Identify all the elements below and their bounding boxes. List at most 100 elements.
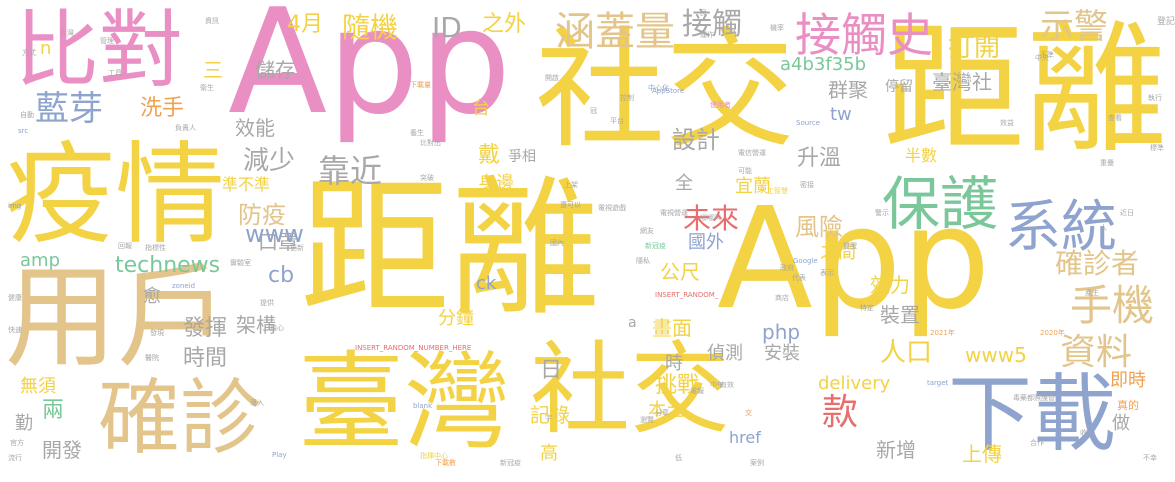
cloud-word: 登記	[1157, 17, 1175, 27]
cloud-word: 國內	[550, 239, 564, 247]
cloud-word: 下載數	[435, 459, 456, 467]
cloud-word: 官方	[10, 439, 24, 447]
cloud-word: 款	[822, 392, 859, 433]
cloud-word: 爭相	[508, 149, 536, 165]
cloud-word: 全	[675, 173, 693, 194]
cloud-word: 高	[540, 443, 558, 464]
cloud-word: 日	[540, 358, 563, 383]
cloud-word: 偵測	[707, 343, 743, 364]
cloud-word: App	[228, 0, 512, 147]
cloud-word: a	[628, 315, 637, 331]
cloud-word: 2021年	[930, 329, 955, 337]
cloud-word: 網友	[640, 227, 654, 235]
cloud-word: Source	[796, 119, 821, 127]
cloud-word: cb	[268, 263, 295, 288]
cloud-word: 運作	[700, 31, 714, 39]
cloud-word: ID	[432, 11, 462, 44]
cloud-word: 靠近	[318, 152, 383, 190]
cloud-word: 安裝	[764, 343, 800, 364]
cloud-word: 確診者	[1055, 247, 1140, 280]
cloud-word: www	[245, 220, 304, 248]
cloud-word: technews	[115, 253, 221, 278]
cloud-word: 群聚	[828, 78, 868, 102]
cloud-word: 特定	[860, 304, 874, 312]
cloud-word: 國外	[688, 232, 724, 253]
cloud-word: 產生	[1085, 289, 1099, 297]
cloud-word: 疫情	[5, 131, 225, 259]
cloud-word: 導入	[250, 399, 264, 407]
cloud-word: 無須	[20, 376, 56, 397]
cloud-word: 更新	[290, 244, 304, 252]
cloud-word: 健康	[8, 294, 22, 302]
cloud-word: 三	[203, 58, 223, 82]
cloud-word: 可能	[738, 167, 752, 175]
cloud-word: 時間	[183, 346, 228, 371]
cloud-word: 密接	[800, 181, 814, 189]
cloud-word: 實驗室	[230, 259, 251, 267]
cloud-word: 有效	[720, 381, 734, 389]
cloud-word: 4月	[287, 12, 323, 37]
cloud-word: 記錄	[530, 403, 570, 427]
cloud-word: 涵蓋量	[555, 9, 675, 55]
cloud-word: 隱私	[636, 257, 650, 265]
cloud-word: 2020年	[1040, 329, 1065, 337]
cloud-word: 系統	[1005, 195, 1117, 260]
cloud-word: 中央	[1035, 54, 1049, 62]
cloud-word: 還可以	[560, 201, 581, 209]
cloud-word: 醫院	[145, 354, 159, 362]
cloud-word: 用戶	[5, 253, 229, 383]
cloud-word: 衛生	[200, 84, 214, 92]
cloud-word: 升溫	[797, 146, 842, 171]
cloud-word: n	[40, 38, 52, 59]
cloud-word: 養生	[410, 129, 424, 137]
cloud-word: 之外	[482, 12, 527, 37]
cloud-word: 隨機	[342, 11, 399, 44]
cloud-word: 收入	[1080, 429, 1094, 437]
cloud-word: zoneid	[172, 282, 196, 290]
cloud-word: 口罩	[258, 230, 298, 254]
cloud-word: 勤	[15, 413, 33, 434]
cloud-word: 工具	[108, 69, 122, 77]
cloud-word: 表示	[820, 269, 834, 277]
cloud-word: 機率	[770, 24, 784, 32]
cloud-word: App	[717, 178, 991, 341]
cloud-word: 愈	[143, 286, 161, 307]
cloud-word: src	[18, 127, 29, 135]
cloud-word: 宜蘭	[735, 176, 771, 197]
cloud-word: 下載	[948, 365, 1117, 463]
cloud-word: 上傳	[962, 442, 1002, 466]
cloud-word: 代表	[792, 274, 806, 282]
cloud-word: 台	[472, 98, 490, 119]
cloud-word: 儲存	[255, 58, 295, 82]
cloud-word: 人	[1100, 224, 1107, 232]
cloud-word: 兩	[42, 398, 65, 423]
cloud-word: 中午	[710, 381, 724, 389]
cloud-word: 分享	[655, 409, 669, 417]
cloud-word: 哪哪叫	[700, 214, 721, 222]
cloud-word: 架構	[236, 313, 276, 337]
cloud-word: 停留	[885, 79, 913, 95]
cloud-word: 人口	[880, 338, 933, 368]
cloud-word: 電報	[690, 387, 704, 395]
cloud-word: 新冠疫	[645, 242, 666, 250]
cloud-word: 確診	[98, 371, 263, 466]
cloud-word: 社交	[530, 331, 730, 448]
cloud-word: 洗手	[140, 96, 185, 121]
cloud-word: 即時	[1110, 370, 1146, 391]
cloud-word: 冠	[590, 107, 597, 115]
cloud-word: 標準	[1150, 144, 1164, 152]
cloud-word: Play	[272, 451, 287, 459]
cloud-word: 接觸史	[795, 8, 933, 62]
cloud-word: 裝置	[880, 303, 920, 327]
cloud-word: 挑戰	[655, 373, 700, 398]
cloud-word: 戴	[478, 143, 501, 168]
cloud-word: 重疊	[1100, 159, 1114, 167]
cloud-word: 發現	[150, 329, 164, 337]
cloud-word: 資訊	[205, 17, 219, 25]
cloud-word: 瀏覽	[640, 416, 654, 424]
cloud-word: 指標性	[145, 244, 166, 252]
cloud-word: 比對出	[420, 139, 441, 147]
cloud-word: 臺灣社	[932, 70, 992, 94]
cloud-word: 效能	[235, 116, 275, 140]
cloud-word: 流行	[8, 454, 22, 462]
